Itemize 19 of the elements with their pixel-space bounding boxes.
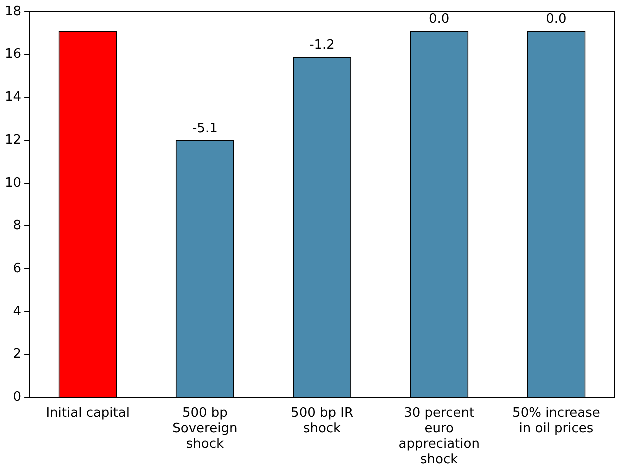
y-tick-label: 2 [13, 347, 22, 362]
y-tick-label: 4 [13, 304, 22, 320]
x-tick-label: 500 bp Sovereign shock [172, 406, 238, 452]
x-tick-label: 30 percent euro appreciation shock [398, 406, 480, 468]
x-tick-label: Initial capital [46, 406, 130, 421]
x-tick-label: 50% increase in oil prices [512, 406, 600, 436]
annotation: 0.0 [429, 12, 450, 28]
y-tick-label: 0 [13, 390, 22, 405]
annotation: 0.0 [546, 12, 567, 28]
y-tick-label: 18 [4, 4, 22, 20]
x-tick-label: 500 bp IR shock [291, 406, 354, 436]
y-tick-label: 14 [4, 90, 22, 106]
y-tick-label: 12 [4, 132, 22, 148]
y-tick-label: 8 [13, 218, 22, 234]
annotation: -5.1 [192, 121, 218, 136]
y-tick-label: 6 [13, 261, 22, 276]
y-tick-label: 10 [4, 176, 22, 191]
annotation: -1.2 [310, 38, 335, 53]
y-tick-label: 16 [4, 47, 22, 62]
